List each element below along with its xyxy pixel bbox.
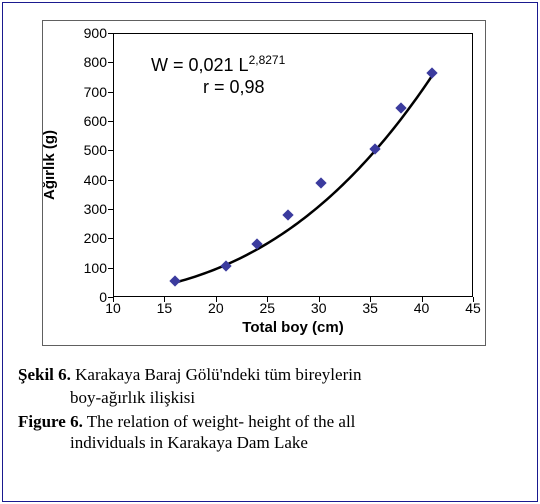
equation-r: r = 0,98 [203,77,265,98]
ytick-label: 800 [67,55,107,69]
x-axis-title: Total boy (cm) [113,319,473,336]
equation-exponent: 2,8271 [249,53,286,67]
ytick-mark [108,180,113,181]
caption-en-line2: individuals in Karakaya Dam Lake [18,432,522,453]
ytick-mark [108,62,113,63]
xtick-label: 45 [458,301,488,315]
ytick-label: 200 [67,231,107,245]
xtick-label: 40 [407,301,437,315]
ytick-label: 500 [67,143,107,157]
caption-tr-line1: Şekil 6. Karakaya Baraj Gölü'ndeki tüm b… [18,364,522,385]
caption-tr-text1: Karakaya Baraj Gölü'ndeki tüm bireylerin [71,365,362,384]
ytick-mark [108,92,113,93]
xtick-label: 25 [252,301,282,315]
caption-en-label: Figure 6. [18,412,83,431]
xtick-label: 10 [98,301,128,315]
figure-caption: Şekil 6. Karakaya Baraj Gölü'ndeki tüm b… [18,364,522,453]
caption-en-line1: Figure 6. The relation of weight- height… [18,411,522,432]
y-axis-title: Ağırlık (g) [41,130,58,200]
ytick-label: 300 [67,202,107,216]
xtick-label: 20 [201,301,231,315]
caption-en-text1: The relation of weight- height of the al… [83,412,356,431]
equation-power: W = 0,021 L2,8271 [151,53,285,76]
ytick-mark [108,150,113,151]
xtick-label: 30 [304,301,334,315]
chart-frame: 0100200300400500600700800900101520253035… [42,20,486,346]
ytick-mark [108,209,113,210]
ytick-mark [108,33,113,34]
caption-tr-line2: boy-ağırlık ilişkisi [18,387,522,408]
ytick-label: 600 [67,114,107,128]
caption-tr-label: Şekil 6. [18,365,71,384]
ytick-mark [108,268,113,269]
ytick-label: 100 [67,261,107,275]
equation-base: W = 0,021 L [151,55,249,75]
ytick-label: 700 [67,85,107,99]
ytick-label: 400 [67,173,107,187]
ytick-mark [108,121,113,122]
xtick-label: 35 [355,301,385,315]
ytick-label: 900 [67,26,107,40]
xtick-label: 15 [149,301,179,315]
ytick-mark [108,238,113,239]
